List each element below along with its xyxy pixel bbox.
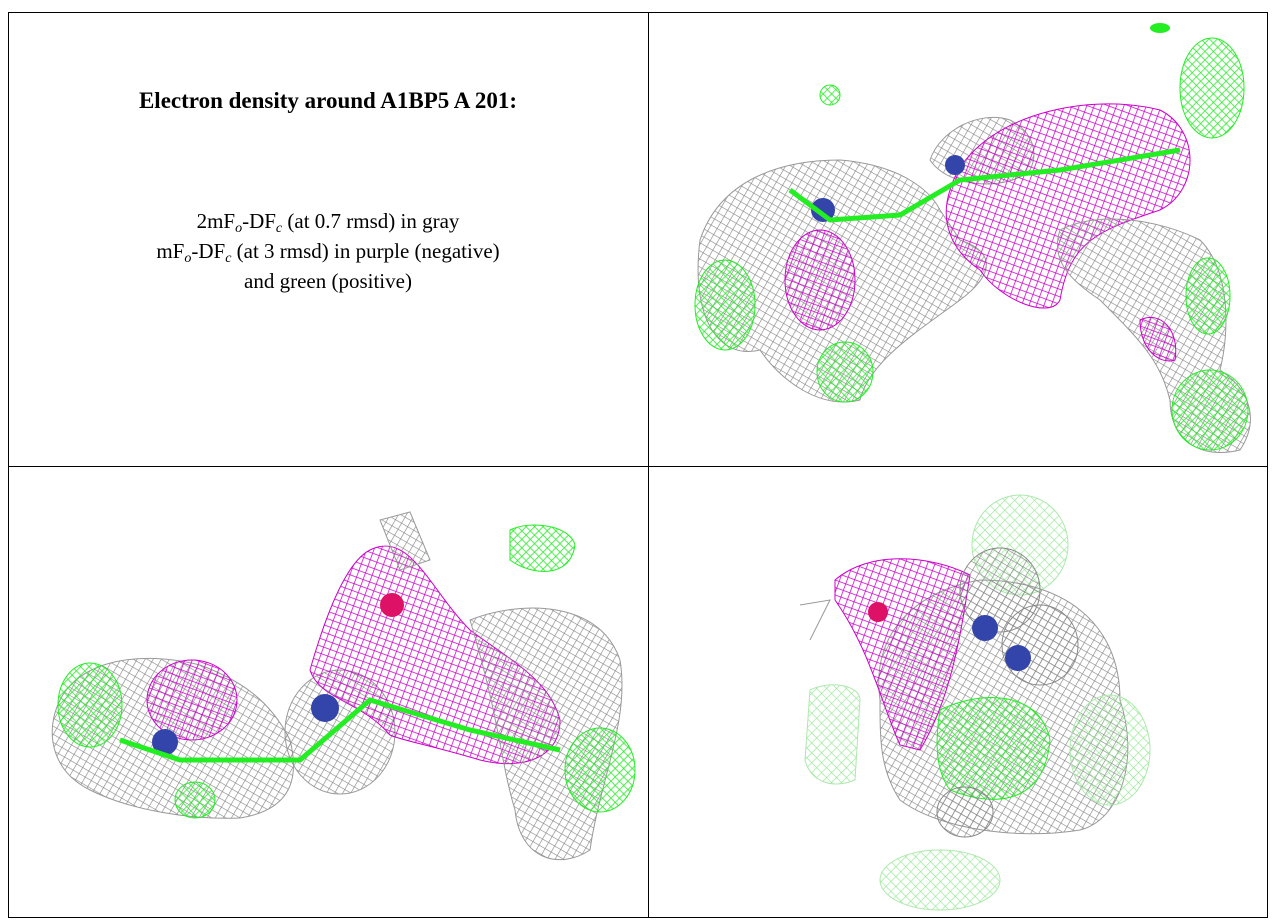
legend-text: (at 0.7 rmsd) in gray [282, 209, 460, 233]
density-image-3 [799, 494, 1151, 911]
legend-line: 2mFo-DFc (at 0.7 rmsd) in gray [8, 206, 648, 244]
legend-text: -DF [191, 239, 226, 263]
legend-text: 2mF [196, 209, 236, 233]
legend-text: mF [156, 239, 185, 263]
legend-text: -DF [242, 209, 276, 233]
legend-line: mFo-DFc (at 3 rmsd) in purple (negative) [8, 236, 648, 274]
table-borders [8, 12, 1268, 918]
legend-subscript: o [184, 251, 192, 266]
legend-subscript: c [275, 221, 283, 236]
legend-line: and green (positive) [244, 269, 412, 293]
legend-subscript: c [225, 251, 232, 266]
legend-subscript: o [235, 221, 243, 236]
heading: Electron density around A1BP5 A 201: [138, 88, 518, 113]
legend-text: (at 3 rmsd) in purple (negative) [231, 239, 500, 263]
density-image-1 [694, 23, 1251, 454]
density-image-2 [51, 511, 636, 861]
